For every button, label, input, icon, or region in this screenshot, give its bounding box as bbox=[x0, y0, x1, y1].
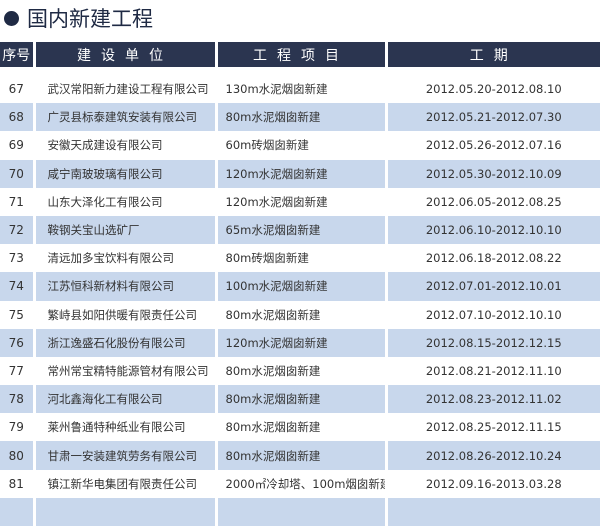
row-index: 73 bbox=[8, 251, 24, 266]
row-company: 河北鑫海化工有限公司 bbox=[32, 385, 216, 414]
row-project: 2000㎡冷却塔、100m烟囱新建 bbox=[214, 469, 386, 498]
row-period: 2012.08.25-2012.11.15 bbox=[384, 413, 600, 442]
table-row: 70 咸宁南玻玻璃有限公司 120m水泥烟囱新建 2012.05.30-2012.10… bbox=[0, 159, 600, 188]
spacer bbox=[0, 67, 600, 75]
row-company: 镇江新华电集团有限责任公司 bbox=[32, 469, 216, 498]
row-company: 广灵县标泰建筑安装有限公司 bbox=[32, 103, 216, 132]
row-index: 76 bbox=[0, 328, 34, 357]
header-company: 建设单位 bbox=[32, 42, 216, 67]
row-company: 鞍钢关宝山选矿厂 bbox=[32, 215, 216, 245]
row-period: 2012.08.15-2012.12.15 bbox=[384, 328, 600, 357]
row-project: 130m水泥烟囱新建 bbox=[214, 75, 386, 104]
row-project: 80m水泥烟囱新建 bbox=[214, 413, 386, 442]
row-period: 2012.05.20-2012.08.10 bbox=[384, 75, 600, 104]
row-project: 80m水泥烟囱新建 bbox=[214, 441, 386, 470]
table-row: 77 常州常宝精特能源管材有限公司 80m水泥烟囱新建 2012.08.21-2012… bbox=[0, 356, 600, 386]
table-row-partial bbox=[0, 497, 600, 526]
table-row: 78 河北鑫海化工有限公司 80m水泥烟囱新建 2012.08.23-2012.11.… bbox=[0, 385, 600, 414]
row-index: 70 bbox=[0, 159, 34, 188]
row-index: 69 bbox=[8, 138, 24, 153]
row-project: 80m水泥烟囱新建 bbox=[214, 300, 386, 329]
table-row: 75 繁峙县如阳供暖有限责任公司 80m水泥烟囱新建 2012.07.10-2012.… bbox=[0, 300, 600, 329]
table-row: 81 镇江新华电集团有限责任公司 2000㎡冷却塔、100m烟囱新建 2012.09.… bbox=[0, 469, 600, 498]
row-project: 100m水泥烟囱新建 bbox=[214, 272, 386, 301]
row-project: 65m水泥烟囱新建 bbox=[214, 215, 386, 245]
table-row: 69 安徽天成建设有限公司 60m砖烟囱新建 2012.05.26-2012.07.1… bbox=[0, 131, 600, 160]
row-index: 78 bbox=[0, 385, 34, 414]
row-company: 江苏恒科新材料有限公司 bbox=[32, 272, 216, 301]
row-index: 72 bbox=[0, 215, 34, 245]
row-project: 80m水泥烟囱新建 bbox=[214, 356, 386, 386]
row-index: 80 bbox=[0, 441, 34, 470]
row-project: 120m水泥烟囱新建 bbox=[214, 328, 386, 357]
row-project: 80m水泥烟囱新建 bbox=[214, 385, 386, 414]
row-company: 安徽天成建设有限公司 bbox=[32, 131, 216, 160]
table-row: 76 浙江逸盛石化股份有限公司 120m水泥烟囱新建 2012.08.15-2012.… bbox=[0, 328, 600, 357]
header-index: 序号 bbox=[0, 42, 34, 67]
table-row: 67 武汉常阳新力建设工程有限公司 130m水泥烟囱新建 2012.05.20-201… bbox=[0, 75, 600, 104]
row-index: 75 bbox=[8, 307, 24, 322]
row-company: 甘肃一安装建筑劳务有限公司 bbox=[32, 441, 216, 470]
projects-table: 序号 建设单位 工程项目 工期 67 武汉常阳新力建设工程有限公司 130m水泥烟囱… bbox=[0, 42, 600, 526]
row-company: 浙江逸盛石化股份有限公司 bbox=[32, 328, 216, 357]
table-row: 71 山东大泽化工有限公司 120m水泥烟囱新建 2012.06.05-2012.08… bbox=[0, 187, 600, 216]
row-index: 67 bbox=[8, 82, 24, 97]
section-title: 国内新建工程 bbox=[4, 4, 153, 32]
table-row: 68 广灵县标泰建筑安装有限公司 80m水泥烟囱新建 2012.05.21-2012.… bbox=[0, 103, 600, 132]
row-period: 2012.09.16-2013.03.28 bbox=[384, 469, 600, 498]
empty-cell bbox=[214, 497, 386, 526]
row-period: 2012.08.23-2012.11.02 bbox=[384, 385, 600, 414]
row-project: 60m砖烟囱新建 bbox=[214, 131, 386, 160]
row-company: 繁峙县如阳供暖有限责任公司 bbox=[32, 300, 216, 329]
row-period: 2012.08.26-2012.10.24 bbox=[384, 441, 600, 470]
row-period: 2012.06.05-2012.08.25 bbox=[384, 187, 600, 216]
row-project: 80m水泥烟囱新建 bbox=[214, 103, 386, 132]
row-period: 2012.05.26-2012.07.16 bbox=[384, 131, 600, 160]
table-row: 80 甘肃一安装建筑劳务有限公司 80m水泥烟囱新建 2012.08.26-2012.… bbox=[0, 441, 600, 470]
table-row: 74 江苏恒科新材料有限公司 100m水泥烟囱新建 2012.07.01-2012.1… bbox=[0, 272, 600, 301]
empty-cell bbox=[384, 497, 600, 526]
bullet-icon bbox=[4, 10, 19, 26]
row-period: 2012.07.10-2012.10.10 bbox=[384, 300, 600, 329]
row-project: 80m砖烟囱新建 bbox=[214, 244, 386, 273]
row-index: 71 bbox=[8, 194, 24, 209]
row-period: 2012.05.30-2012.10.09 bbox=[384, 159, 600, 188]
table-row: 72 鞍钢关宝山选矿厂 65m水泥烟囱新建 2012.06.10-2012.10.10 bbox=[0, 215, 600, 245]
empty-cell bbox=[0, 497, 34, 526]
row-period: 2012.06.18-2012.08.22 bbox=[384, 244, 600, 273]
row-period: 2012.05.21-2012.07.30 bbox=[384, 103, 600, 132]
row-project: 120m水泥烟囱新建 bbox=[214, 187, 386, 216]
row-period: 2012.07.01-2012.10.01 bbox=[384, 272, 600, 301]
row-period: 2012.06.10-2012.10.10 bbox=[384, 215, 600, 245]
row-index: 74 bbox=[0, 272, 34, 301]
row-company: 武汉常阳新力建设工程有限公司 bbox=[32, 75, 216, 104]
row-period: 2012.08.21-2012.11.10 bbox=[384, 356, 600, 386]
row-company: 山东大泽化工有限公司 bbox=[32, 187, 216, 216]
header-project: 工程项目 bbox=[214, 42, 386, 67]
table-header: 序号 建设单位 工程项目 工期 bbox=[0, 42, 600, 67]
row-company: 咸宁南玻玻璃有限公司 bbox=[32, 159, 216, 188]
table-row: 79 莱州鲁通特种纸业有限公司 80m水泥烟囱新建 2012.08.25-2012.1… bbox=[0, 413, 600, 442]
row-index: 81 bbox=[8, 476, 24, 491]
row-company: 莱州鲁通特种纸业有限公司 bbox=[32, 413, 216, 442]
table-row: 73 清远加多宝饮料有限公司 80m砖烟囱新建 2012.06.18-2012.08.… bbox=[0, 244, 600, 273]
row-project: 120m水泥烟囱新建 bbox=[214, 159, 386, 188]
row-company: 常州常宝精特能源管材有限公司 bbox=[32, 356, 216, 386]
empty-cell bbox=[32, 497, 216, 526]
row-index: 79 bbox=[8, 420, 24, 435]
row-company: 清远加多宝饮料有限公司 bbox=[32, 244, 216, 273]
title-text: 国内新建工程 bbox=[27, 7, 153, 31]
row-index: 68 bbox=[0, 103, 34, 132]
row-index: 77 bbox=[8, 363, 24, 378]
header-period: 工期 bbox=[384, 42, 600, 67]
